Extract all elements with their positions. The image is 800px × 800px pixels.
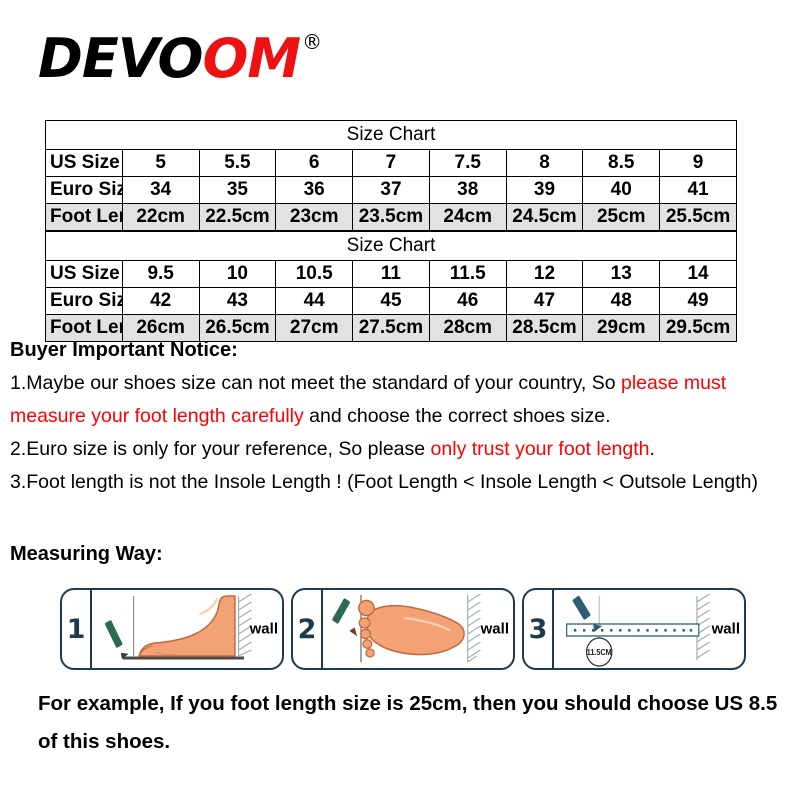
row-label-us-size: US Size bbox=[45, 260, 123, 288]
cell-us-size: 13 bbox=[582, 260, 661, 288]
row-label-foot-length: Foot Length bbox=[45, 314, 123, 342]
cell-us-size: 10 bbox=[198, 260, 277, 288]
step-number: 1 bbox=[62, 590, 92, 668]
measuring-step-3: 3 bbox=[522, 588, 746, 670]
notice-item-2: 2.Euro size is only for your reference, … bbox=[10, 433, 792, 466]
cell-euro-size: 38 bbox=[428, 176, 507, 204]
cell-us-size: 11.5 bbox=[428, 260, 507, 288]
cell-euro-size: 45 bbox=[352, 287, 430, 315]
logo-text-red: OM bbox=[202, 27, 301, 90]
row-label-euro-size: Euro Size bbox=[45, 176, 123, 204]
cell-foot-length: 25cm bbox=[582, 203, 661, 231]
cell-euro-size: 47 bbox=[505, 287, 584, 315]
measuring-way-heading: Measuring Way: bbox=[10, 543, 163, 565]
cell-euro-size: 46 bbox=[428, 287, 507, 315]
cell-euro-size: 40 bbox=[582, 176, 661, 204]
foot-sole-view-icon: wall bbox=[323, 590, 513, 668]
cell-us-size: 10.5 bbox=[275, 260, 354, 288]
row-label-foot-length: Foot Length bbox=[45, 203, 123, 231]
cell-foot-length: 25.5cm bbox=[659, 203, 737, 231]
wall-label: wall bbox=[249, 620, 278, 638]
logo-text-dark: DEVO bbox=[38, 27, 203, 90]
cell-foot-length: 22.5cm bbox=[198, 203, 277, 231]
foot-side-view-icon: wall bbox=[92, 590, 282, 668]
notice-item-1: 1.Maybe our shoes size can not meet the … bbox=[10, 367, 792, 433]
cell-us-size: 7.5 bbox=[428, 149, 507, 177]
table-row: Foot Length 26cm 26.5cm 27cm 27.5cm 28cm… bbox=[45, 314, 737, 342]
cell-us-size: 5.5 bbox=[198, 149, 277, 177]
size-chart-table-2: Size Chart US Size 9.5 10 10.5 11 11.5 1… bbox=[45, 231, 737, 342]
cell-us-size: 5 bbox=[121, 149, 200, 177]
cell-euro-size: 49 bbox=[659, 287, 737, 315]
table-row: US Size 9.5 10 10.5 11 11.5 12 13 14 bbox=[45, 260, 737, 288]
cell-euro-size: 36 bbox=[275, 176, 354, 204]
table-title-row: Size Chart bbox=[45, 120, 737, 150]
cell-euro-size: 37 bbox=[352, 176, 430, 204]
wall-label: wall bbox=[480, 620, 509, 638]
cell-foot-length: 28.5cm bbox=[505, 314, 584, 342]
brand-logo: DEVOOM ® bbox=[38, 30, 322, 92]
cell-euro-size: 44 bbox=[275, 287, 354, 315]
notice-item-3: 3.Foot length is not the Insole Length !… bbox=[10, 471, 759, 493]
notice-item-1-highlight: please must measure your foot length car… bbox=[10, 372, 727, 427]
cell-us-size: 9 bbox=[659, 149, 737, 177]
cell-euro-size: 48 bbox=[582, 287, 661, 315]
cell-foot-length: 24cm bbox=[428, 203, 507, 231]
cell-foot-length: 23cm bbox=[275, 203, 354, 231]
notice-item-1-part-b: and choose the correct shoes size. bbox=[303, 405, 611, 427]
table-row: Euro Size 34 35 36 37 38 39 40 41 bbox=[45, 176, 737, 204]
table-title-row: Size Chart bbox=[45, 231, 737, 261]
cell-us-size: 11 bbox=[352, 260, 430, 288]
notice-item-1-part-a: 1.Maybe our shoes size can not meet the … bbox=[10, 372, 621, 394]
cell-foot-length: 28cm bbox=[428, 314, 507, 342]
size-chart-tables: Size Chart US Size 5 5.5 6 7 7.5 8 8.5 9… bbox=[45, 120, 737, 342]
cell-foot-length: 29cm bbox=[582, 314, 661, 342]
table-row: Foot Length 22cm 22.5cm 23cm 23.5cm 24cm… bbox=[45, 203, 737, 231]
cell-foot-length: 29.5cm bbox=[659, 314, 737, 342]
registered-trademark-icon: ® bbox=[302, 30, 323, 54]
cell-euro-size: 35 bbox=[198, 176, 277, 204]
cell-euro-size: 34 bbox=[121, 176, 200, 204]
table-row: Euro Size 42 43 44 45 46 47 48 49 bbox=[45, 287, 737, 315]
step-number: 3 bbox=[524, 590, 554, 668]
measuring-step-2: 2 bbox=[291, 588, 515, 670]
cell-euro-size: 39 bbox=[505, 176, 584, 204]
row-label-us-size: US Size bbox=[45, 149, 123, 177]
cell-foot-length: 24.5cm bbox=[505, 203, 584, 231]
cell-us-size: 8 bbox=[505, 149, 584, 177]
row-label-euro-size: Euro Size bbox=[45, 287, 123, 315]
chart-title: Size Chart bbox=[45, 231, 737, 261]
cell-euro-size: 41 bbox=[659, 176, 737, 204]
cell-foot-length: 22cm bbox=[121, 203, 200, 231]
cell-us-size: 6 bbox=[275, 149, 354, 177]
cell-euro-size: 42 bbox=[121, 287, 200, 315]
measuring-step-1: 1 bbox=[60, 588, 284, 670]
cell-us-size: 9.5 bbox=[121, 260, 200, 288]
wall-label: wall bbox=[711, 620, 740, 638]
notice-item-2-highlight: only trust your foot length bbox=[430, 438, 650, 460]
step-number: 2 bbox=[293, 590, 323, 668]
measurement-value: 11.5CM bbox=[587, 648, 612, 657]
ruler-measure-icon: 11.5CM wall bbox=[554, 590, 744, 668]
notice-heading: Buyer Important Notice: bbox=[10, 339, 238, 361]
cell-us-size: 7 bbox=[352, 149, 430, 177]
notice-item-2-part-a: 2.Euro size is only for your reference, … bbox=[10, 438, 431, 460]
table-row: US Size 5 5.5 6 7 7.5 8 8.5 9 bbox=[45, 149, 737, 177]
cell-us-size: 8.5 bbox=[582, 149, 661, 177]
cell-foot-length: 26.5cm bbox=[198, 314, 277, 342]
notice-item-2-part-b: . bbox=[649, 438, 655, 460]
measuring-steps: 1 bbox=[60, 588, 746, 670]
buyer-notice-block: Buyer Important Notice: 1.Maybe our shoe… bbox=[10, 334, 792, 499]
cell-euro-size: 43 bbox=[198, 287, 277, 315]
cell-us-size: 14 bbox=[659, 260, 737, 288]
cell-foot-length: 27.5cm bbox=[352, 314, 430, 342]
cell-us-size: 12 bbox=[505, 260, 584, 288]
example-text: For example, If you foot length size is … bbox=[38, 692, 778, 753]
size-chart-table-1: Size Chart US Size 5 5.5 6 7 7.5 8 8.5 9… bbox=[45, 120, 737, 231]
cell-foot-length: 23.5cm bbox=[352, 203, 430, 231]
chart-title: Size Chart bbox=[45, 120, 737, 150]
